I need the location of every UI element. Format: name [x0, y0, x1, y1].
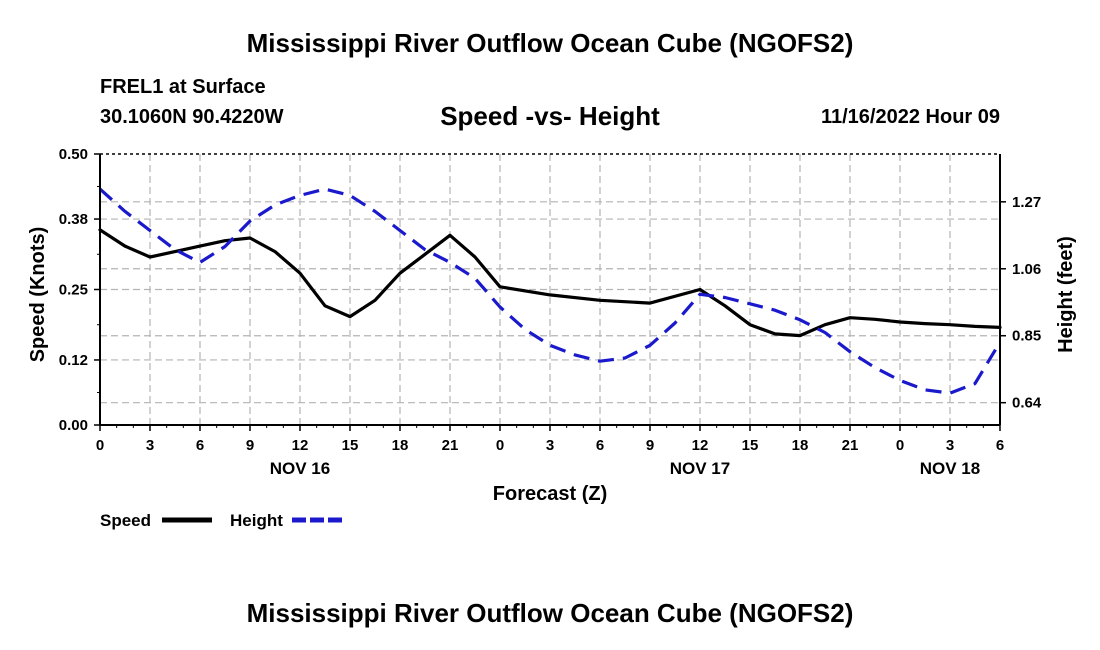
- x-tick-label: 18: [792, 437, 809, 454]
- y2-tick-label: 0.64: [1012, 395, 1042, 412]
- height-series-line: [98, 187, 1002, 395]
- y2-axis-title: Height (feet): [1055, 236, 1077, 353]
- series-layer: [98, 187, 1002, 395]
- x-tick-label: 6: [196, 437, 204, 454]
- x-tick-label: 0: [496, 437, 504, 454]
- y2-tick-label: 1.27: [1012, 194, 1041, 211]
- x-tick-label: 3: [146, 437, 154, 454]
- grid-layer: [100, 154, 1000, 425]
- datetime-label: 11/16/2022 Hour 09: [820, 106, 1000, 128]
- station-label: FREL1 at Surface: [100, 76, 266, 98]
- y-tick-label: 0.25: [59, 282, 88, 299]
- x-tick-label: 6: [596, 437, 604, 454]
- label-layer: 0 3 6 9 12 15 18 21 0 3 6 9 12 15 18 21 0 3 6 NOV 16 NOV 17 N…: [27, 146, 1077, 505]
- x-tick-label: 3: [546, 437, 554, 454]
- y-tick-label: 0.38: [59, 211, 88, 228]
- legend-speed-label: Speed: [100, 511, 151, 530]
- main-title: Mississippi River Outflow Ocean Cube (NG…: [246, 28, 854, 58]
- date-label: NOV 16: [270, 459, 330, 478]
- x-tick-label: 18: [392, 437, 409, 454]
- x-tick-label: 15: [742, 437, 759, 454]
- legend-height-label: Height: [230, 511, 283, 530]
- y-tick-label: 0.12: [59, 352, 88, 369]
- date-label: NOV 17: [670, 459, 730, 478]
- x-tick-label: 3: [946, 437, 954, 454]
- y2-tick-label: 0.85: [1012, 328, 1041, 345]
- x-tick-label: 9: [246, 437, 254, 454]
- y-tick-label: 0.50: [59, 146, 88, 163]
- y-tick-label: 0.00: [59, 417, 88, 434]
- y2-tick-label: 1.06: [1012, 261, 1041, 278]
- x-tick-label: 12: [692, 437, 709, 454]
- x-tick-label: 0: [896, 437, 904, 454]
- y-axis-title: Speed (Knots): [27, 227, 49, 363]
- x-axis-title: Forecast (Z): [493, 483, 607, 505]
- x-tick-label: 21: [442, 437, 459, 454]
- footer-title: Mississippi River Outflow Ocean Cube (NG…: [246, 598, 854, 628]
- chart-subtitle: Speed -vs- Height: [440, 101, 660, 131]
- x-tick-label: 12: [292, 437, 309, 454]
- x-tick-label: 0: [96, 437, 104, 454]
- x-tick-label: 15: [342, 437, 359, 454]
- legend: Speed Height: [100, 511, 342, 530]
- tick-layer: [94, 153, 1006, 431]
- coordinates-label: 30.1060N 90.4220W: [100, 106, 284, 128]
- x-tick-label: 6: [996, 437, 1004, 454]
- x-tick-label: 9: [646, 437, 654, 454]
- x-tick-label: 21: [842, 437, 859, 454]
- date-label: NOV 18: [920, 459, 980, 478]
